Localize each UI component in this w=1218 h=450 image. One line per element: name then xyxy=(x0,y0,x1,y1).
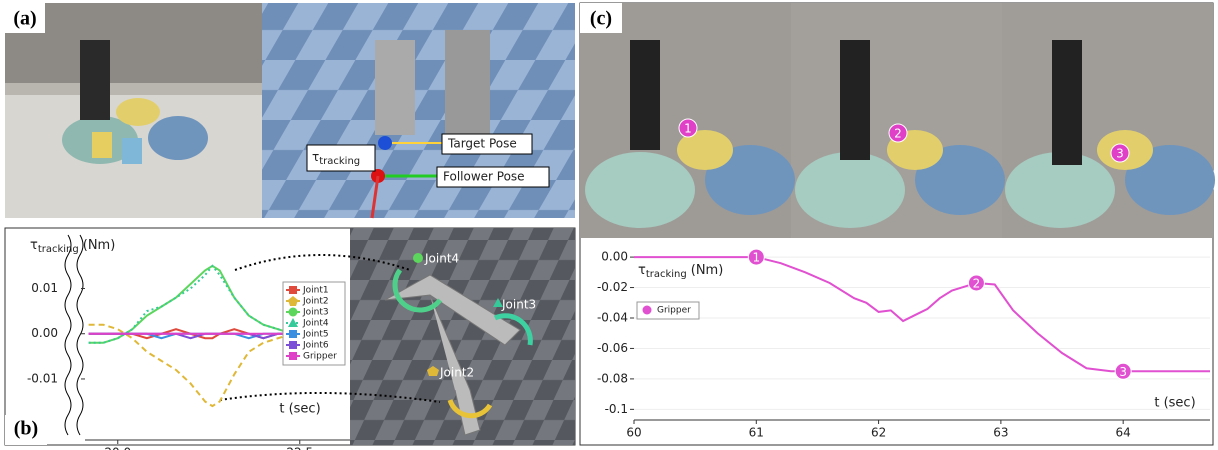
y-tick-label: -0.06 xyxy=(597,341,628,355)
x-tick-label: 60 xyxy=(626,426,641,440)
step-label: 3 xyxy=(1119,365,1127,379)
x-tick-label: 62 xyxy=(871,426,886,440)
symbol: τ xyxy=(312,150,319,164)
joint-label: Joint4 xyxy=(424,252,459,266)
target-label: Target Pose xyxy=(447,137,517,151)
legend-label: Joint5 xyxy=(302,330,329,340)
legend-marker xyxy=(643,306,652,315)
y-tick-label: -0.02 xyxy=(597,280,628,294)
y-tick-label: 0.00 xyxy=(31,326,58,340)
legend-marker xyxy=(289,308,298,317)
x-tick-label: 64 xyxy=(1116,426,1131,440)
joint-label: Joint2 xyxy=(439,366,474,380)
step-label: 1 xyxy=(752,251,760,265)
symbol: τ xyxy=(30,238,38,253)
legend-marker xyxy=(289,330,297,338)
legend-marker xyxy=(289,286,297,294)
x-tick-label: 20.0 xyxy=(104,446,131,450)
legend-label: Joint6 xyxy=(302,341,329,351)
legend-marker xyxy=(289,352,297,360)
follower-label: Follower Pose xyxy=(443,170,525,184)
legend-label: Joint4 xyxy=(302,319,329,329)
x-axis-label: t (sec) xyxy=(1154,396,1195,411)
y-tick-label: -0.01 xyxy=(27,371,58,385)
x-tick-label: 61 xyxy=(749,426,764,440)
subscript: tracking xyxy=(319,156,360,167)
legend-label: Joint1 xyxy=(302,286,329,296)
subscript: tracking xyxy=(646,269,687,280)
photo-strip xyxy=(580,3,1215,238)
panel-label: (b) xyxy=(14,418,38,440)
figure: (a) τtracking Target Pose Follower Pose … xyxy=(0,0,1218,450)
y-tick-label: -0.04 xyxy=(597,310,628,324)
step-label: 2 xyxy=(973,276,981,290)
step-label: 3 xyxy=(1116,147,1124,161)
unit: (Nm) xyxy=(83,238,116,253)
x-tick-label: 63 xyxy=(993,426,1008,440)
y-tick-label: 0.01 xyxy=(31,281,58,295)
panel-a: (a) τtracking Target Pose Follower Pose xyxy=(5,3,575,218)
subscript: tracking xyxy=(38,244,79,255)
unit: (Nm) xyxy=(691,263,724,278)
legend-label: Gripper xyxy=(657,306,691,316)
y-tick-label: 0.00 xyxy=(601,250,628,264)
y-tick-label: -0.1 xyxy=(605,402,628,416)
legend-label: Joint3 xyxy=(302,308,329,318)
x-tick-label: 22.5 xyxy=(286,446,313,450)
y-tick-label: -0.08 xyxy=(597,371,628,385)
step-label: 1 xyxy=(684,122,692,136)
panel-label: (c) xyxy=(590,8,612,30)
legend-marker xyxy=(289,341,297,349)
x-axis-label: t (sec) xyxy=(279,402,320,417)
legend-label: Joint2 xyxy=(302,297,329,307)
symbol: τ xyxy=(638,263,646,278)
joint-label: Joint3 xyxy=(501,298,536,312)
step-label: 2 xyxy=(894,127,902,141)
legend-label: Gripper xyxy=(303,352,337,362)
panel-label: (a) xyxy=(13,8,36,30)
